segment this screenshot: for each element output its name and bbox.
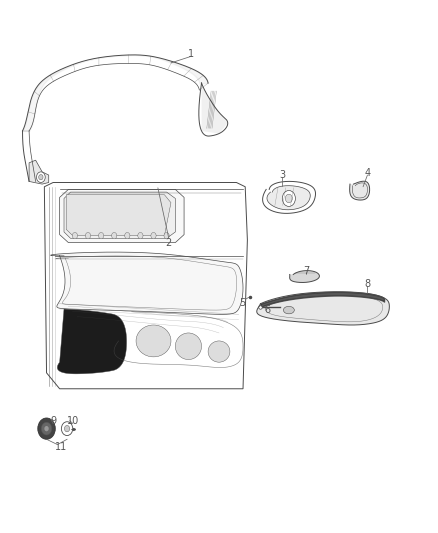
Circle shape <box>38 418 55 439</box>
Circle shape <box>36 172 45 182</box>
Text: 9: 9 <box>50 416 56 426</box>
Polygon shape <box>290 271 319 282</box>
Text: 5: 5 <box>239 297 245 308</box>
Circle shape <box>283 190 295 206</box>
Text: 2: 2 <box>166 238 172 247</box>
Polygon shape <box>350 181 370 200</box>
Circle shape <box>286 194 292 203</box>
Circle shape <box>164 232 169 239</box>
Circle shape <box>41 422 52 435</box>
Ellipse shape <box>136 325 171 357</box>
Circle shape <box>151 232 156 239</box>
Circle shape <box>85 232 91 239</box>
Text: 6: 6 <box>264 305 270 315</box>
Circle shape <box>44 426 49 431</box>
Circle shape <box>39 174 43 180</box>
Polygon shape <box>66 195 171 236</box>
Polygon shape <box>60 189 184 243</box>
Circle shape <box>99 232 104 239</box>
Text: 1: 1 <box>187 49 194 59</box>
Text: 4: 4 <box>364 168 371 178</box>
Polygon shape <box>257 292 389 325</box>
Ellipse shape <box>283 306 294 314</box>
Text: 8: 8 <box>364 279 371 289</box>
Polygon shape <box>29 160 49 184</box>
Text: 3: 3 <box>279 170 286 180</box>
Circle shape <box>64 425 70 432</box>
Text: 7: 7 <box>303 266 310 276</box>
Circle shape <box>138 232 143 239</box>
Circle shape <box>72 232 78 239</box>
Ellipse shape <box>208 341 230 362</box>
Polygon shape <box>57 309 127 374</box>
Polygon shape <box>201 83 228 134</box>
Polygon shape <box>51 252 243 314</box>
Text: 11: 11 <box>55 442 67 452</box>
Circle shape <box>61 422 73 435</box>
Polygon shape <box>267 185 310 210</box>
Polygon shape <box>44 182 247 389</box>
Polygon shape <box>64 192 175 238</box>
Ellipse shape <box>175 333 201 360</box>
Text: 10: 10 <box>67 416 79 426</box>
Circle shape <box>112 232 117 239</box>
Circle shape <box>125 232 130 239</box>
